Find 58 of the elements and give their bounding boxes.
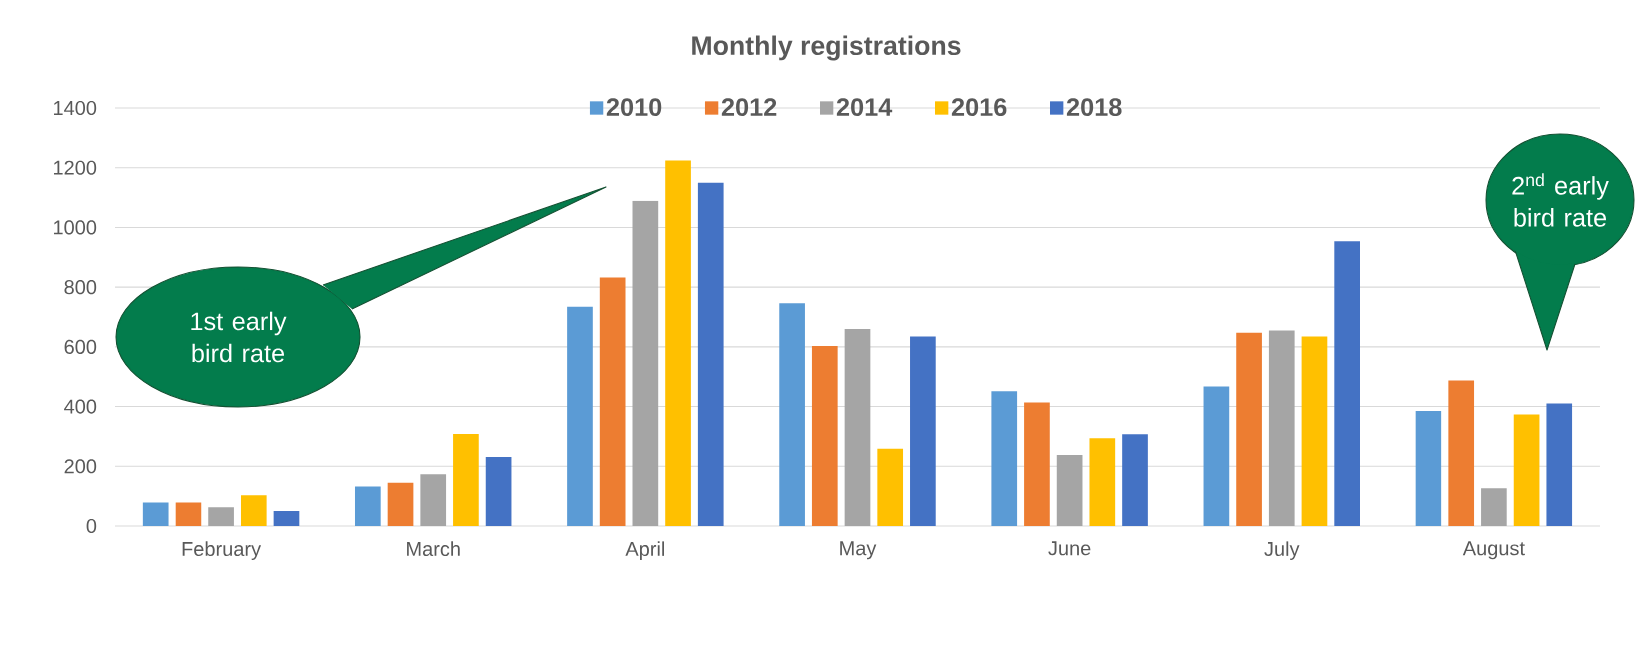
bar	[877, 448, 904, 526]
bar	[632, 200, 659, 526]
x-tick-label: May	[840, 541, 877, 560]
bar	[1334, 241, 1360, 526]
x-tick-label: April	[625, 541, 665, 560]
legend-label: 2012	[721, 98, 777, 117]
bar	[485, 457, 512, 526]
bar	[273, 511, 300, 526]
bar	[240, 495, 267, 526]
bar	[567, 306, 593, 526]
bar	[175, 502, 202, 526]
bar	[1268, 330, 1295, 526]
bar	[665, 160, 691, 526]
bar	[811, 345, 838, 526]
bar	[354, 486, 381, 526]
bar	[142, 502, 169, 526]
y-tick-label: 1000	[54, 220, 97, 235]
bar	[1513, 414, 1540, 526]
bar	[453, 434, 479, 526]
bar	[1089, 438, 1116, 526]
bar	[910, 336, 936, 526]
x-tick-label: March	[407, 541, 460, 557]
bar	[1415, 411, 1442, 526]
annotation: 2$^{nd}$ early bird rate	[1512, 173, 1609, 227]
bar	[1056, 454, 1083, 526]
y-tick-label: 400	[64, 399, 97, 414]
y-tick-label: 1400	[54, 100, 97, 116]
annotation: 1st early bird rate	[191, 311, 287, 363]
x-tick-label: February	[182, 541, 262, 560]
bar	[1236, 332, 1262, 526]
bar	[599, 277, 626, 526]
y-tick-label: 0	[86, 518, 97, 534]
bar	[1122, 434, 1148, 526]
bar	[420, 474, 447, 526]
bar	[1448, 380, 1475, 526]
legend-label: 2010	[606, 98, 662, 117]
y-tick-label: 600	[64, 339, 97, 354]
y-tick-label: 1200	[54, 160, 97, 175]
legend-label: 2018	[1066, 98, 1122, 117]
x-tick-label: July	[1264, 541, 1300, 560]
bar	[1024, 402, 1050, 526]
bar	[991, 391, 1018, 526]
bar	[1301, 336, 1328, 526]
bar	[387, 482, 414, 526]
legend-label: 2014	[836, 98, 893, 117]
x-tick-label: June	[1048, 541, 1091, 556]
bar	[844, 328, 871, 526]
y-tick-label: 800	[64, 280, 97, 295]
bar	[1203, 386, 1230, 526]
bar	[1546, 403, 1573, 526]
bar	[779, 303, 805, 526]
chart-title: Monthly registrations	[692, 35, 961, 61]
bar	[697, 182, 724, 526]
bar	[1481, 488, 1507, 526]
y-tick-label: 200	[64, 459, 97, 474]
bar	[208, 507, 234, 526]
x-tick-label: August	[1462, 541, 1525, 560]
legend-label: 2016	[951, 98, 1007, 117]
